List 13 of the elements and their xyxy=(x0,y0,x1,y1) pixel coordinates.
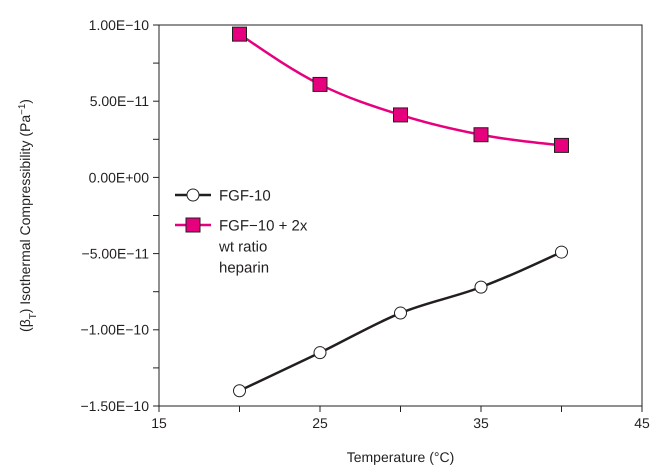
y-tick-label: 0.00E+00 xyxy=(88,169,150,186)
y-tick-label: 1.00E−10 xyxy=(88,16,150,33)
x-tick-label: 25 xyxy=(312,415,328,431)
legend-label: FGF-10 xyxy=(219,187,271,204)
x-tick-label: 15 xyxy=(151,415,167,431)
x-tick-label: 35 xyxy=(473,415,489,431)
y-tick-label: −5.00E−11 xyxy=(82,246,150,262)
legend-label: FGF−10 + 2x wt ratio heparin xyxy=(218,217,308,276)
x-axis-title: Temperature (°C) xyxy=(346,449,454,465)
y-tick-label: −1.00E−10 xyxy=(80,322,150,338)
x-tick-label: 45 xyxy=(634,415,650,431)
y-tick-label: 5.00E−11 xyxy=(90,93,150,110)
y-tick-label: −1.50E−10 xyxy=(80,398,150,414)
